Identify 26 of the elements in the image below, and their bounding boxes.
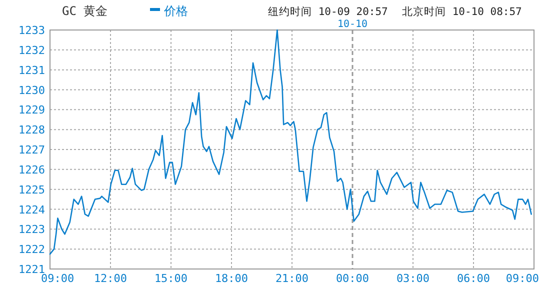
x-tick-label: 21:00 bbox=[275, 272, 309, 285]
y-tick-label: 1223 bbox=[18, 223, 45, 236]
y-tick-label: 1230 bbox=[18, 84, 45, 97]
x-tick-label: 09:00 bbox=[41, 272, 74, 285]
x-tick-label: 06:00 bbox=[456, 272, 490, 285]
text: 纽约时间 10-09 20:57 bbox=[268, 5, 388, 18]
y-tick-label: 1228 bbox=[18, 124, 45, 137]
ref-line-label: 10-10 bbox=[337, 19, 368, 30]
legend-label: 价格 bbox=[163, 4, 188, 18]
x-tick-label: 03:00 bbox=[396, 272, 430, 285]
y-tick-label: 1233 bbox=[18, 24, 45, 37]
y-tick-label: 1226 bbox=[18, 163, 45, 176]
x-tick-label: 15:00 bbox=[154, 272, 188, 285]
y-tick-label: 1232 bbox=[18, 44, 45, 57]
y-tick-label: 1227 bbox=[18, 144, 45, 156]
y-tick-label: 1225 bbox=[18, 183, 45, 196]
x-tick-label: 09:00 bbox=[506, 272, 539, 285]
text: 北京时间 10-10 08:57 bbox=[402, 5, 522, 18]
y-tick-label: 1231 bbox=[18, 64, 45, 77]
x-tick-label: 12:00 bbox=[94, 272, 128, 285]
chart-title: GC 黄金 bbox=[62, 4, 108, 18]
y-tick-label: 1224 bbox=[18, 203, 46, 216]
y-tick-label: 1229 bbox=[18, 104, 45, 117]
y-tick-label: 1222 bbox=[18, 243, 45, 256]
x-tick-label: 00:00 bbox=[336, 272, 370, 285]
x-tick-label: 18:00 bbox=[214, 272, 248, 285]
